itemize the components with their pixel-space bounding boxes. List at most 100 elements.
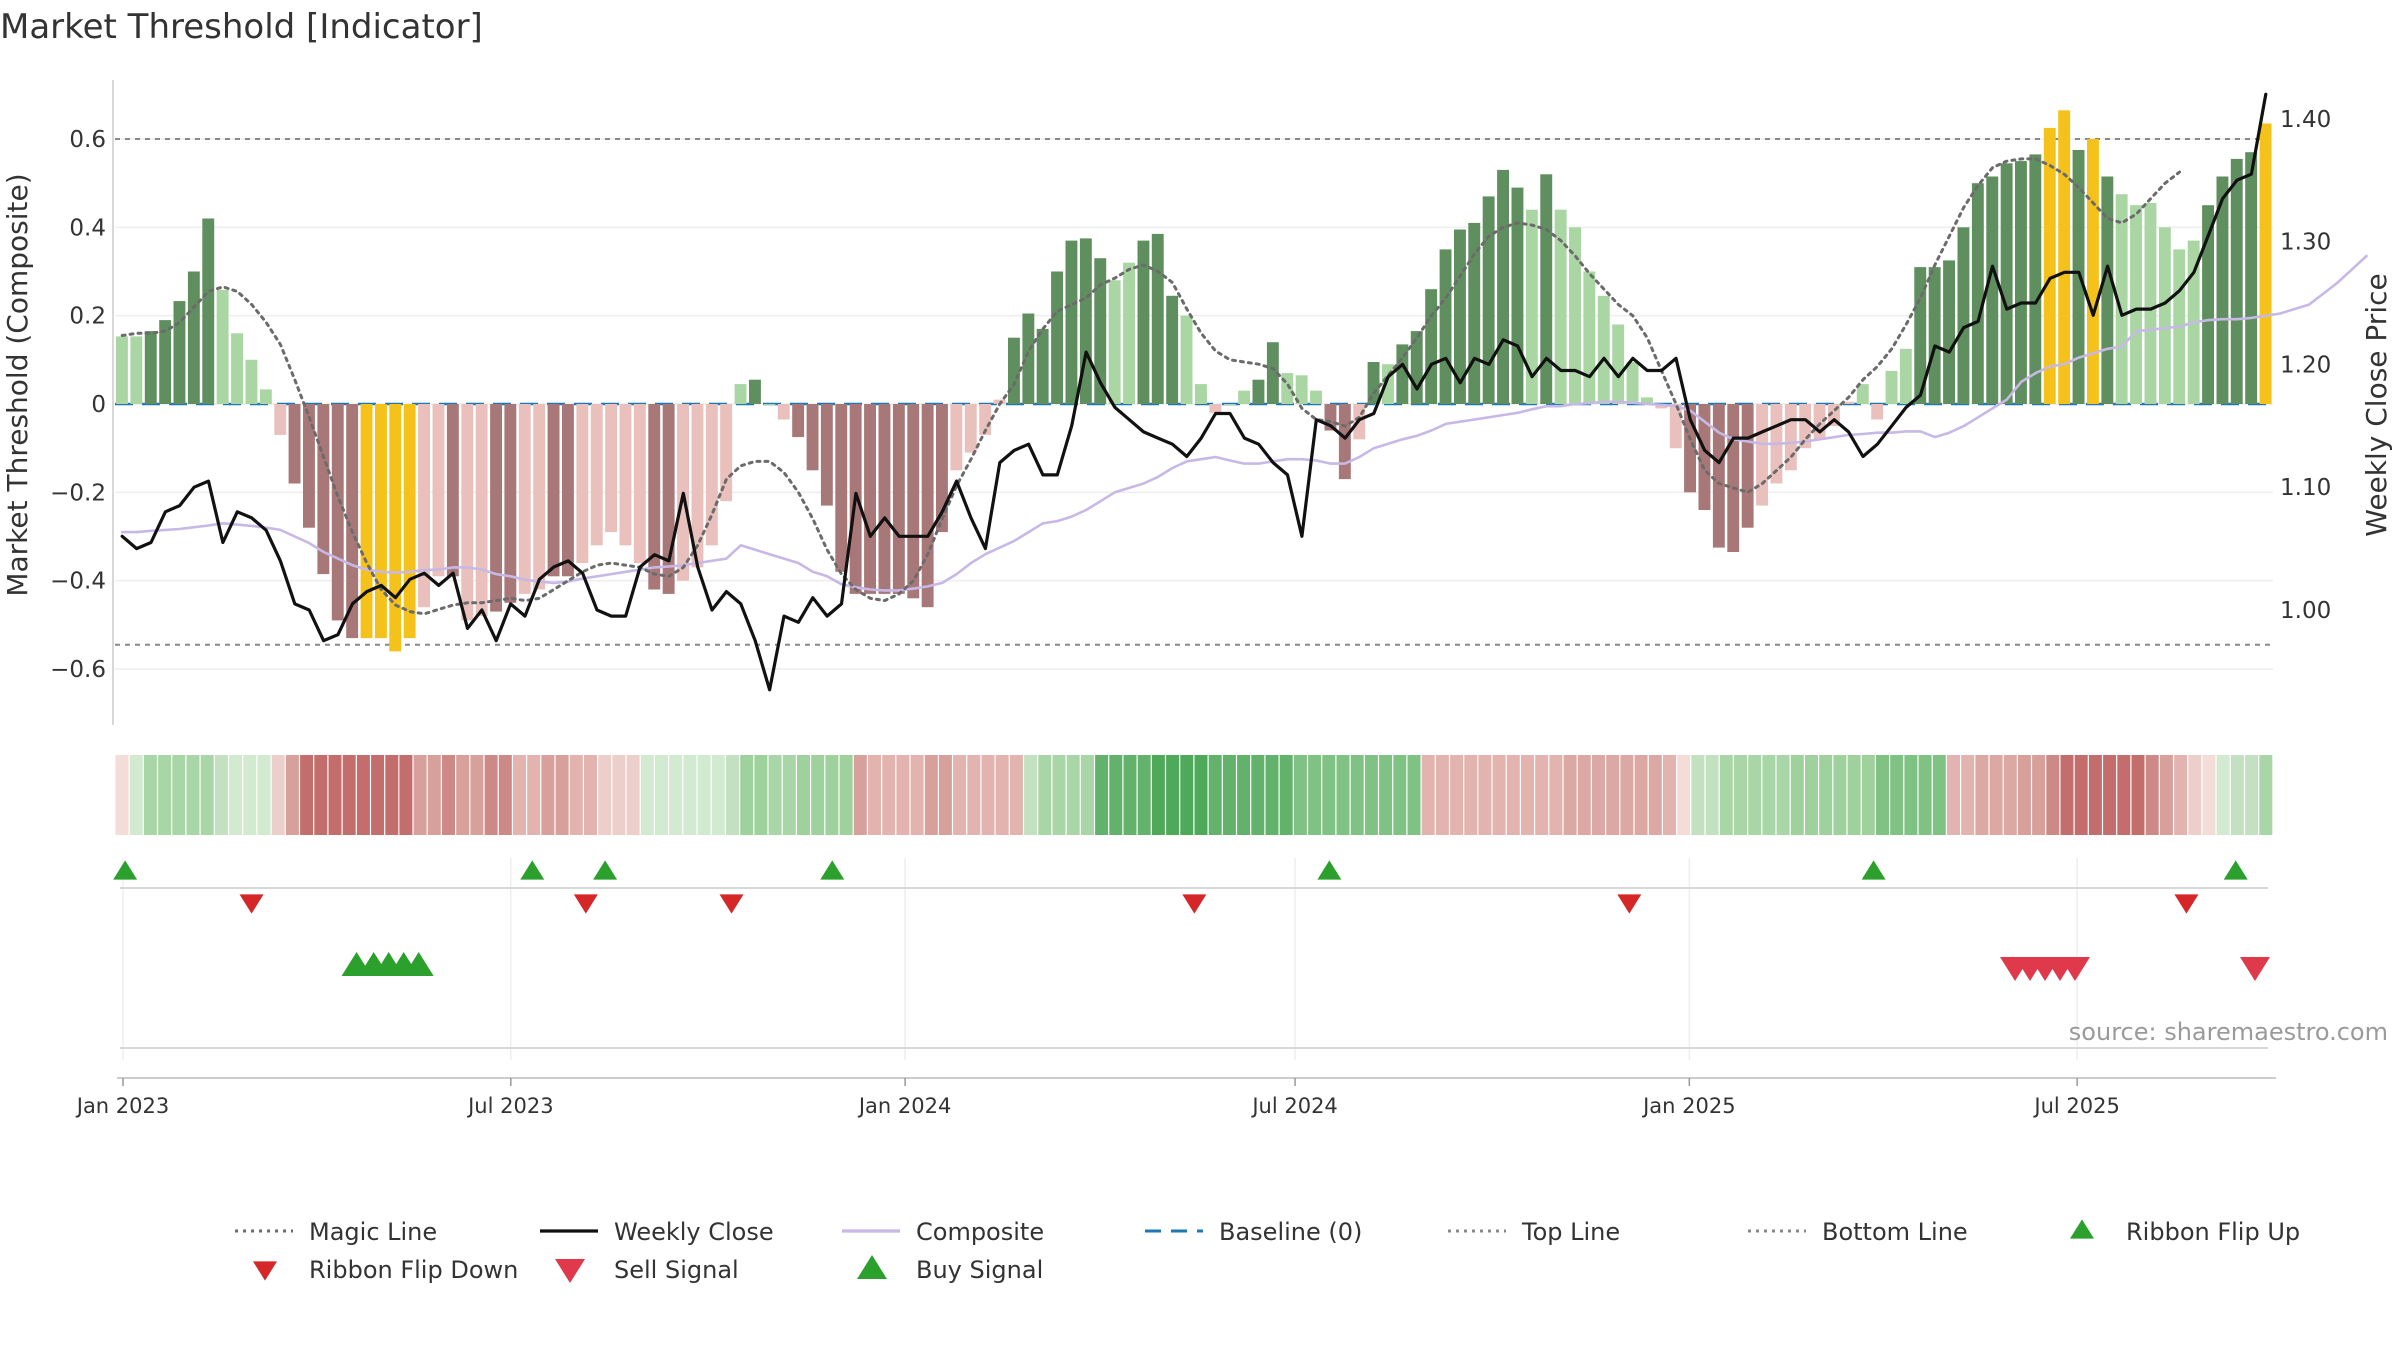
threshold-bar	[1425, 289, 1438, 404]
y-tick-label: −0.6	[50, 657, 106, 683]
threshold-bar	[734, 384, 747, 404]
ribbon-cell	[456, 755, 470, 835]
threshold-bar	[1799, 404, 1812, 449]
ribbon-flip-up-marker	[1861, 860, 1886, 880]
ribbon-cell	[1166, 755, 1180, 835]
ribbon-cell	[1719, 755, 1733, 835]
ribbon-cell	[314, 755, 328, 835]
threshold-bar	[1367, 362, 1380, 404]
threshold-bar	[806, 404, 819, 471]
signal-panels	[113, 858, 2271, 1060]
threshold-bar	[562, 404, 574, 577]
weekly-close-line	[120, 92, 2268, 692]
threshold-bar	[633, 404, 646, 563]
threshold-bar	[1899, 348, 1912, 404]
threshold-bar	[1813, 404, 1826, 440]
legend-swatch	[253, 1261, 277, 1281]
threshold-bar	[1079, 238, 1092, 404]
threshold-bar	[979, 404, 992, 435]
ribbon-cell	[1407, 755, 1421, 835]
ribbon-cell	[442, 755, 455, 835]
threshold-bar	[964, 404, 977, 453]
legend-label: Baseline (0)	[1219, 1218, 1362, 1246]
ribbon-cell	[214, 755, 228, 835]
threshold-bar	[705, 404, 718, 546]
ribbon-cell	[2103, 755, 2117, 835]
series-lines	[120, 92, 2368, 692]
ribbon-cell	[243, 755, 257, 835]
threshold-bar	[144, 331, 157, 404]
threshold-bar	[1281, 373, 1294, 404]
ribbon-cell	[2216, 755, 2230, 835]
legend-swatch	[2070, 1219, 2094, 1239]
legend-item: Buy Signal	[857, 1255, 1043, 1284]
legend-swatch	[857, 1255, 887, 1279]
threshold-bar	[2144, 203, 2157, 404]
legend-item: Ribbon Flip Up	[2070, 1218, 2300, 1246]
ribbon-cell	[1620, 755, 1634, 835]
threshold-bar	[461, 404, 474, 621]
ribbon-cell	[924, 755, 938, 835]
threshold-bar	[1712, 404, 1725, 548]
ribbon-flip-up-marker	[2223, 860, 2248, 880]
ribbon-cell	[910, 755, 924, 835]
ribbon-cell	[669, 755, 683, 835]
ribbon-cell	[1066, 755, 1080, 835]
ribbon-cell	[1961, 755, 1975, 835]
ribbon-cell	[1677, 755, 1691, 835]
threshold-bar	[216, 290, 229, 404]
legend-item: Baseline (0)	[1145, 1218, 1362, 1246]
magic-line-line	[120, 157, 2181, 616]
threshold-bar	[2130, 205, 2142, 404]
ribbon-cell	[2060, 755, 2074, 835]
threshold-bar	[1828, 404, 1840, 427]
threshold-bar	[1597, 295, 1610, 404]
ribbon-cell	[1379, 755, 1393, 835]
ribbon-cell	[413, 755, 427, 835]
threshold-bar	[648, 404, 661, 590]
ribbon-cell	[711, 755, 725, 835]
legend-item: Top Line	[1448, 1218, 1620, 1246]
threshold-bar	[1655, 404, 1668, 409]
legend-label: Weekly Close	[614, 1218, 774, 1246]
threshold-bar	[1727, 404, 1740, 552]
ribbon-cell	[1464, 755, 1478, 835]
threshold-bar	[1641, 397, 1653, 404]
threshold-bar	[1856, 384, 1869, 404]
ribbon-cell	[1663, 755, 1676, 835]
chart-title: Market Threshold [Indicator]	[0, 7, 483, 47]
ribbon-cell	[1009, 755, 1023, 835]
threshold-bar	[1540, 174, 1553, 404]
threshold-bar	[389, 404, 402, 652]
ribbon-cell	[612, 755, 626, 835]
ribbon-cell	[129, 755, 143, 835]
threshold-bar	[1971, 183, 1984, 404]
ribbon-cell	[1336, 755, 1350, 835]
threshold-bar	[1223, 404, 1236, 405]
legend: Magic Line Weekly Close Composite Baseline …	[235, 1218, 2300, 1284]
trend-ribbon	[115, 755, 2273, 835]
ribbon-cell	[1932, 755, 1946, 835]
threshold-bar	[360, 404, 373, 639]
ribbon-cell	[1080, 755, 1094, 835]
y-tick-label: 0.2	[69, 304, 106, 330]
y2-tick-label: 1.10	[2280, 475, 2331, 501]
ribbon-cell	[811, 755, 825, 835]
threshold-bar	[346, 404, 359, 639]
ribbon-cell	[1109, 755, 1123, 835]
threshold-bar	[1396, 344, 1409, 404]
ribbon-flip-down-marker	[2174, 894, 2199, 914]
ribbon-cell	[1790, 755, 1804, 835]
ribbon-cell	[1492, 755, 1506, 835]
threshold-bar	[1885, 370, 1898, 404]
threshold-bar	[375, 404, 387, 639]
threshold-bar	[1511, 187, 1524, 404]
threshold-bar	[590, 404, 603, 546]
legend-label: Ribbon Flip Up	[2126, 1218, 2300, 1246]
threshold-bar	[130, 336, 143, 404]
ribbon-cell	[967, 755, 981, 835]
threshold-bars	[116, 110, 2272, 652]
threshold-bar	[1569, 227, 1581, 404]
threshold-bar	[1943, 260, 1955, 404]
y2-tick-label: 1.30	[2280, 230, 2331, 256]
